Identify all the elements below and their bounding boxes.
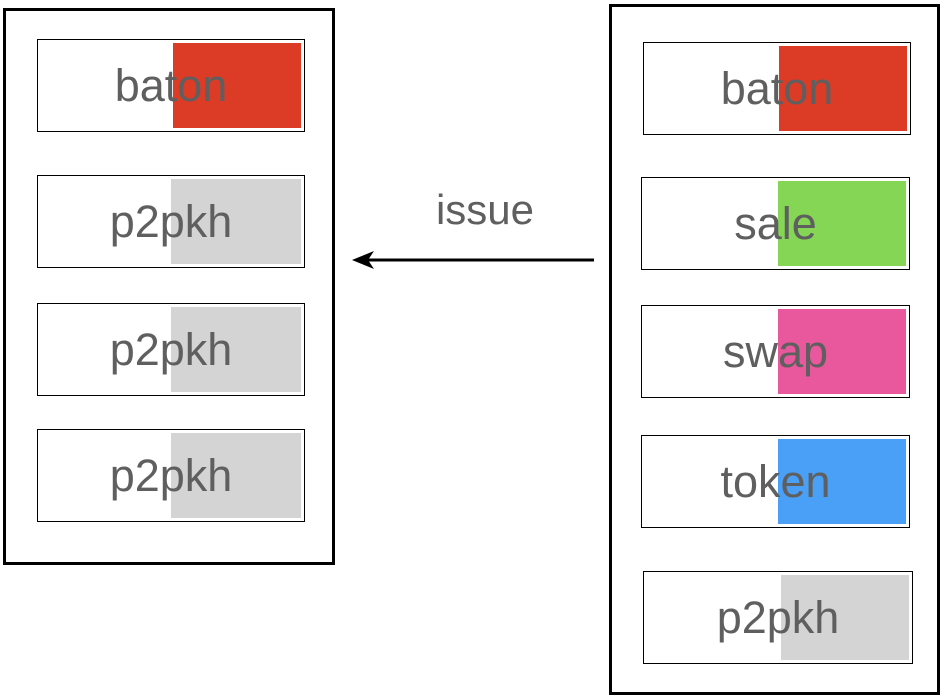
swap-color-swatch xyxy=(778,309,906,394)
p2pkh-color-swatch xyxy=(171,433,301,518)
p2pkh-color-swatch xyxy=(171,179,301,264)
baton-color-swatch xyxy=(779,46,907,131)
issue-arrow-label: issue xyxy=(435,186,535,233)
right-transaction: baton sale swap token p2pkh xyxy=(609,4,940,695)
left-transaction: baton p2pkh p2pkh p2pkh xyxy=(3,8,335,565)
right-output-sale: sale xyxy=(641,177,910,270)
baton-color-swatch xyxy=(173,43,301,128)
output-label: baton xyxy=(114,59,228,111)
sale-color-swatch xyxy=(778,181,906,266)
issue-arrow xyxy=(352,251,594,269)
left-output-p2pkh: p2pkh xyxy=(37,303,305,396)
output-label: swap xyxy=(722,325,829,377)
p2pkh-color-swatch xyxy=(781,575,909,660)
left-output-p2pkh: p2pkh xyxy=(37,175,305,268)
right-output-p2pkh: p2pkh xyxy=(643,571,913,664)
left-output-p2pkh: p2pkh xyxy=(37,429,305,522)
output-label: p2pkh xyxy=(716,591,840,643)
left-output-baton: baton xyxy=(37,39,305,132)
right-output-token: token xyxy=(641,435,910,528)
output-label: p2pkh xyxy=(109,195,233,247)
right-output-baton: baton xyxy=(643,42,911,135)
output-label: sale xyxy=(734,197,817,249)
output-label: baton xyxy=(720,62,834,114)
output-label: token xyxy=(720,455,831,507)
output-label: p2pkh xyxy=(109,323,233,375)
token-color-swatch xyxy=(778,439,906,524)
output-label: p2pkh xyxy=(109,449,233,501)
right-output-swap: swap xyxy=(641,305,910,398)
p2pkh-color-swatch xyxy=(171,307,301,392)
